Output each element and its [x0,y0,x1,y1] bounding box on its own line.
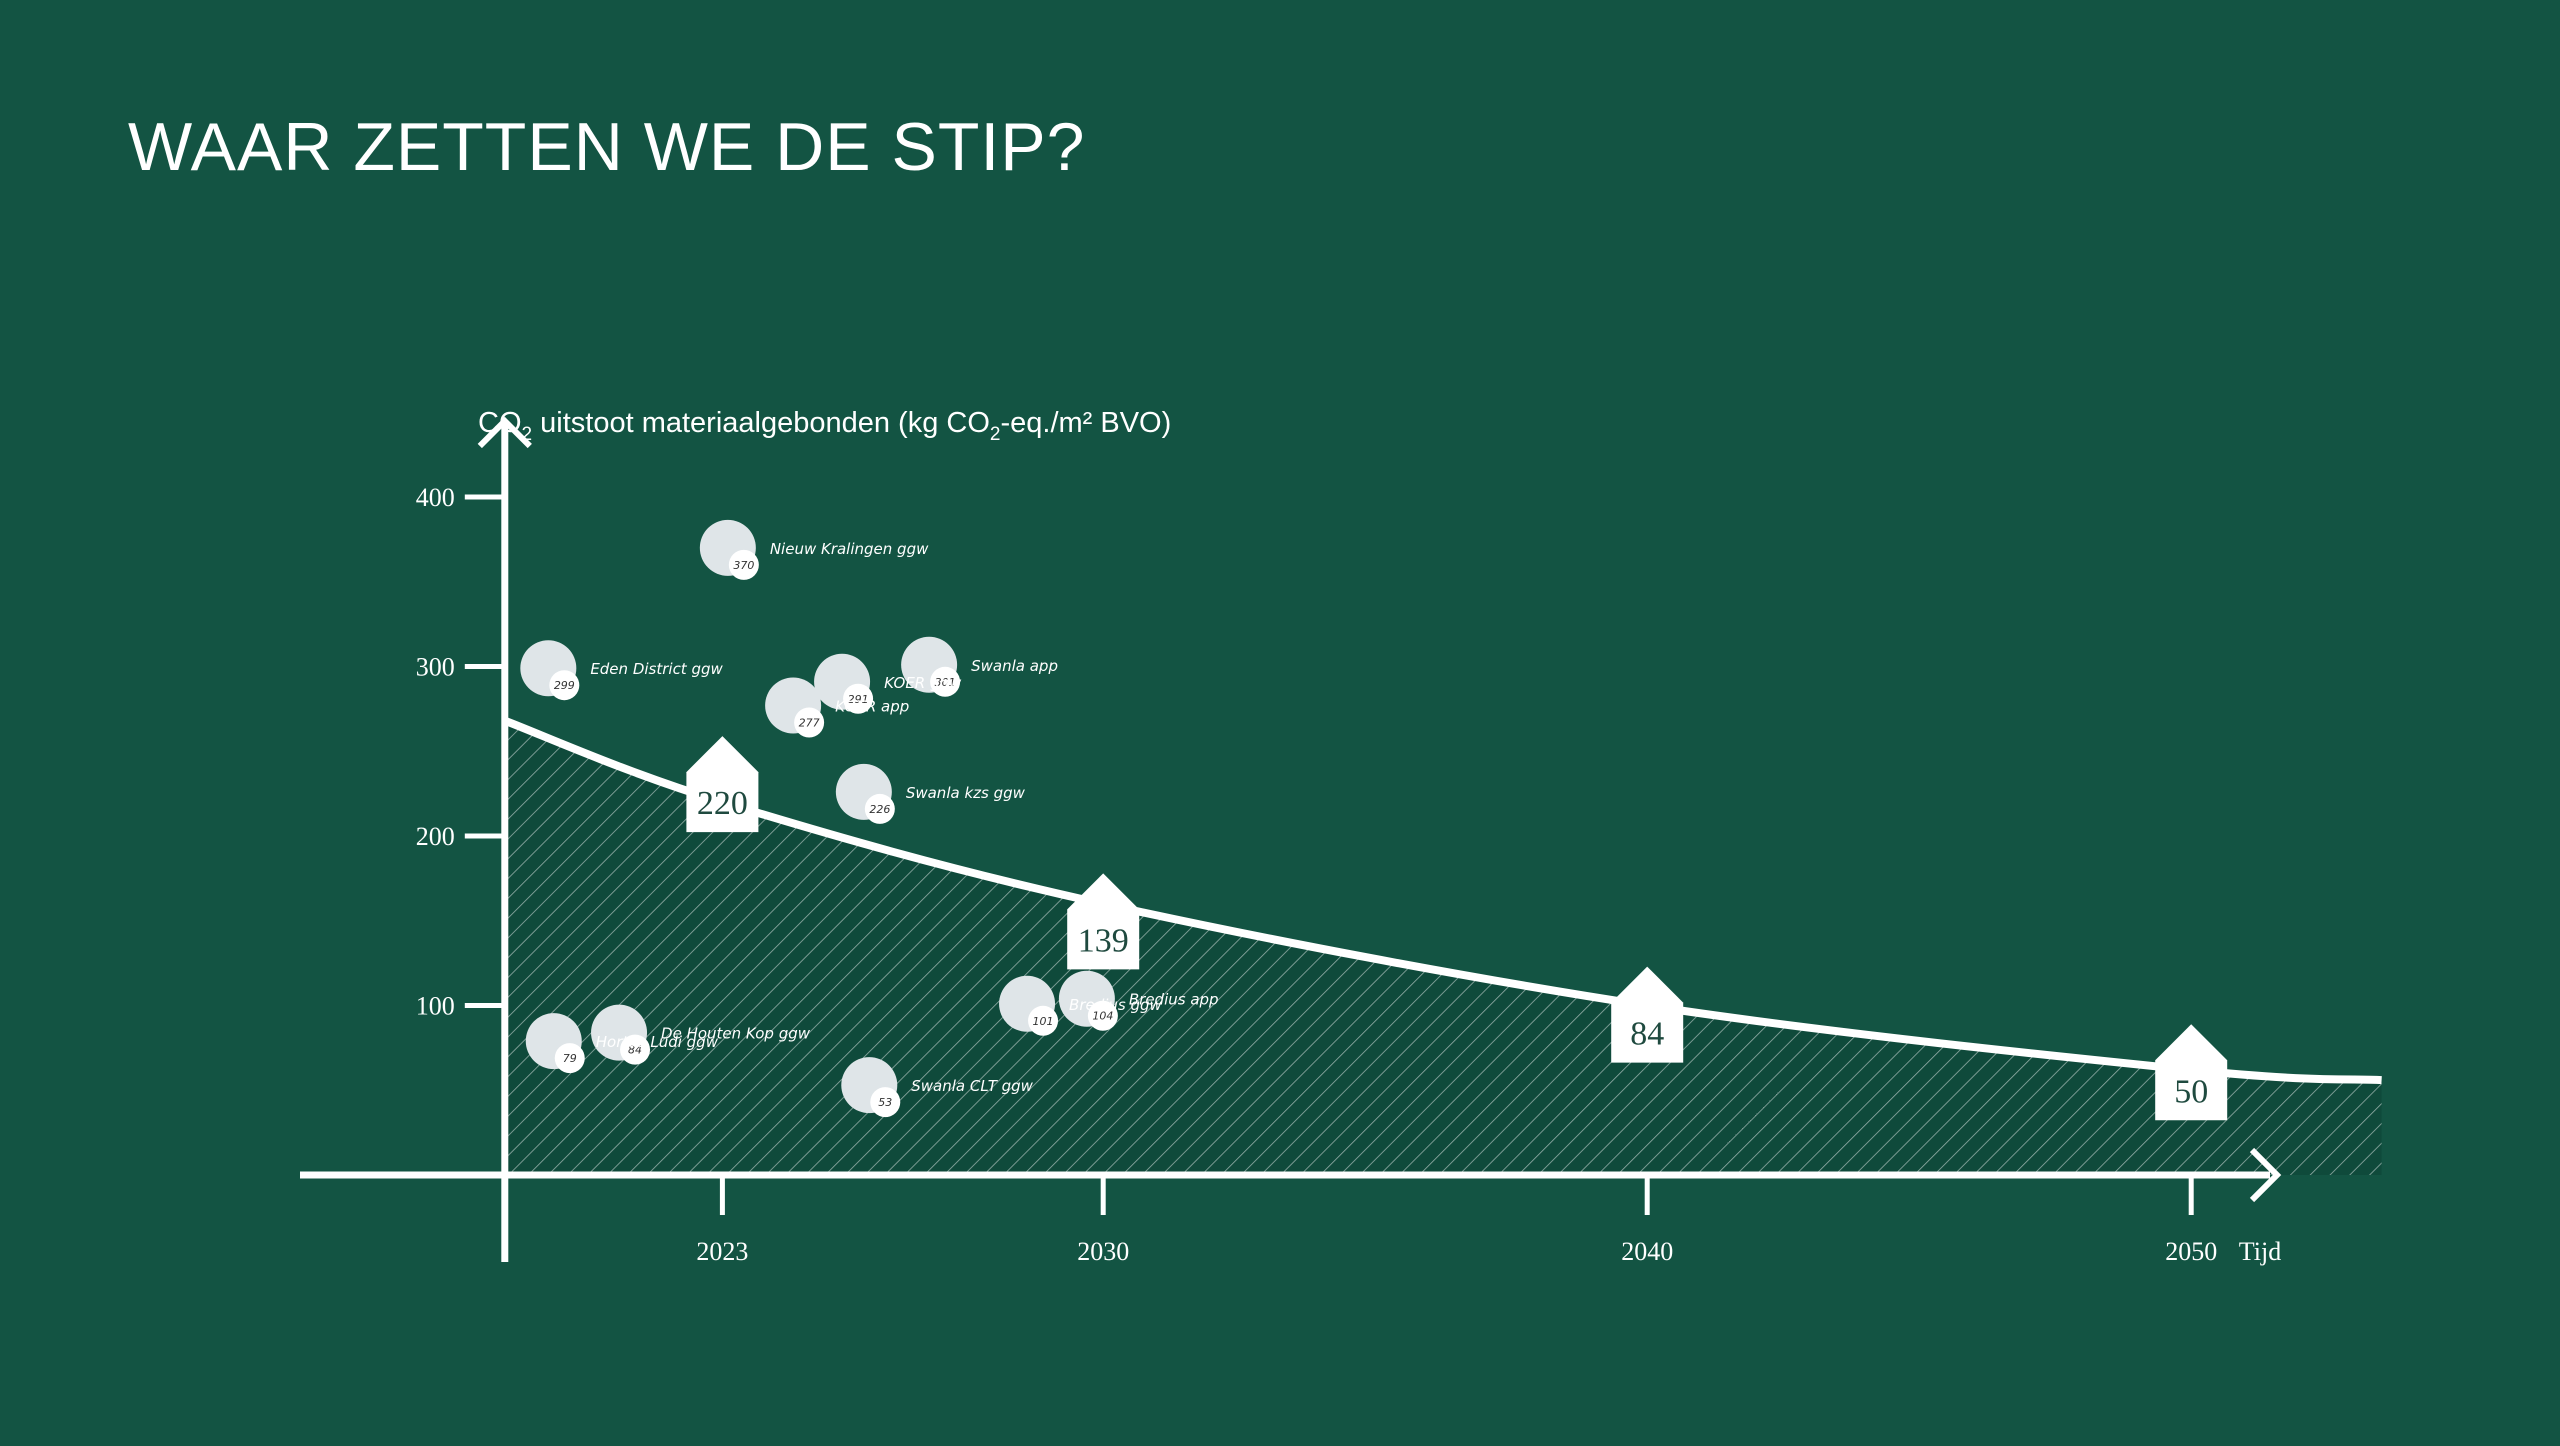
x-tick-label: 2050 [2165,1237,2217,1266]
value-badge-text: 101 [1033,1015,1054,1028]
value-badge-text: 370 [733,559,754,572]
project-label: Nieuw Kralingen ggw [770,540,929,558]
x-axis-title: Tijd [2239,1237,2281,1266]
target-value: 84 [1630,1016,1664,1053]
project-marker[interactable]: 301 Swanla app [901,636,1058,697]
house-shape [1611,966,1684,1063]
value-badge [549,670,580,701]
project-label: Bredius ggw [1069,996,1163,1014]
value-badge-text: 299 [554,679,575,692]
project-marker[interactable]: 84 De Houten Kop ggw [591,1004,811,1065]
y-axis-arrow [477,416,532,449]
project-label: Bredius app [1129,991,1219,1009]
value-badge [794,707,825,738]
house-shape [686,736,759,833]
project-label: KOER app [835,697,909,715]
project-marker[interactable]: 277 KOER app [765,677,909,738]
project-marker[interactable]: 104 Bredius app [1058,970,1219,1031]
y-tick-label: 300 [416,653,455,682]
project-label: Hortus Ludi ggw [596,1033,719,1051]
target-house-2050: 50 [2155,1024,2228,1121]
project-marker[interactable]: 101 Bredius ggw [999,975,1163,1036]
value-badge-text: 301 [935,676,956,689]
value-badge [620,1034,651,1065]
target-house-2030: 139 [1067,873,1140,970]
project-label: Swanla CLT ggw [911,1077,1033,1095]
value-badge [843,683,874,714]
house-shape [2155,1024,2228,1121]
target-house-2040: 84 [1611,966,1684,1063]
value-badge-text: 277 [799,716,820,729]
value-badge-text: 79 [563,1052,577,1065]
project-marker[interactable]: 291 KOER ggw [814,653,962,714]
value-badge [728,549,759,580]
target-value: 220 [697,785,748,822]
value-badge [1087,1000,1118,1031]
reduction-area [504,720,2382,1175]
value-badge-text: 84 [628,1044,642,1057]
project-marker[interactable]: 53 Swanla CLT ggw [841,1057,1034,1118]
value-badge [864,793,895,824]
value-badge-text: 53 [878,1096,892,1109]
house-shape [1067,873,1140,970]
project-label: De Houten Kop ggw [661,1025,811,1043]
y-tick-label: 200 [416,822,455,851]
x-tick-label: 2030 [1077,1237,1129,1266]
y-tick-label: 100 [416,992,455,1021]
project-label: Eden District ggw [590,660,723,678]
project-marker[interactable]: 226 Swanla kzs ggw [835,763,1026,824]
project-marker[interactable]: 79 Hortus Ludi ggw [525,1013,719,1074]
y-axis-title: CO2 uitstoot materiaalgebonden (kg CO2-e… [478,407,1171,445]
target-value: 50 [2174,1073,2208,1110]
project-label: KOER ggw [884,674,962,692]
y-tick-label: 400 [416,483,455,512]
target-house-2023: 220 [686,736,759,833]
value-badge [1028,1005,1059,1036]
value-badge-text: 291 [848,693,869,706]
target-value: 139 [1078,922,1129,959]
x-tick-label: 2040 [1621,1237,1673,1266]
project-label: Swanla kzs ggw [906,784,1026,802]
project-label: Swanla app [971,657,1058,675]
value-badge [554,1043,585,1074]
value-badge-text: 104 [1092,1010,1113,1023]
project-marker[interactable]: 370 Nieuw Kralingen ggw [699,519,929,580]
value-badge-text: 226 [869,803,890,816]
value-badge [930,666,961,697]
x-axis-arrow [2249,1147,2282,1203]
x-tick-label: 2023 [696,1237,748,1266]
project-marker[interactable]: 299 Eden District ggw [520,640,724,701]
page-title: WAAR ZETTEN WE DE STIP? [128,109,1086,185]
value-badge [870,1087,901,1118]
